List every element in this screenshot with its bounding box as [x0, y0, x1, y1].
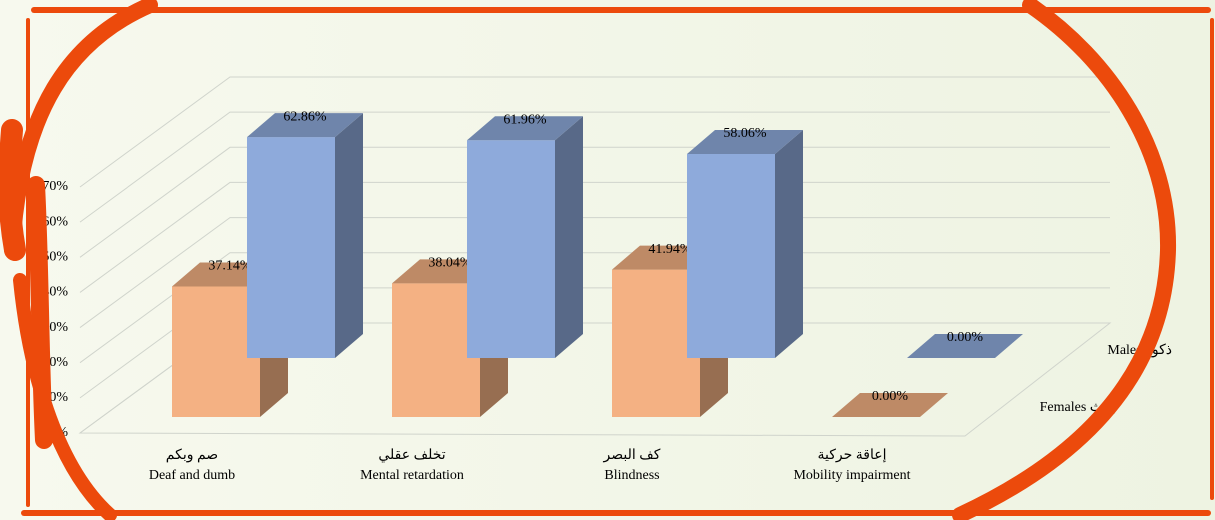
bar-front [687, 153, 775, 358]
bar-front [612, 269, 700, 417]
bar-top [467, 116, 583, 141]
grid-line [79, 146, 1110, 258]
grid-line [79, 111, 1110, 223]
x-tick-label: Blindness [604, 468, 659, 483]
x-tick-label: Mobility impairment [793, 468, 910, 483]
grid-line [79, 252, 1110, 364]
grid-line [79, 76, 1110, 188]
bar-top [832, 393, 948, 417]
bar-front [392, 283, 480, 417]
bar-top [907, 334, 1023, 358]
bar-front [172, 286, 260, 417]
x-tick-label-ar: صم وبكم [166, 448, 218, 463]
x-tick-label-ar: إعاقة حركية [818, 448, 887, 463]
value-label: 41.94% [648, 242, 692, 257]
value-label: 61.96% [503, 112, 547, 127]
x-tick-label-ar: كف البصر [603, 448, 661, 463]
bar [832, 393, 948, 417]
value-label: 37.14% [208, 259, 252, 274]
bar-front [467, 140, 555, 358]
bar-top [247, 113, 363, 138]
x-tick-label-ar: تخلف عقلي [378, 448, 445, 463]
bar [467, 116, 583, 359]
x-tick-label: Mental retardation [360, 468, 464, 483]
grid-line [79, 217, 1110, 328]
value-label: 62.86% [283, 109, 327, 124]
x-tick-label: Deaf and dumb [149, 468, 235, 483]
value-label: 58.06% [723, 126, 767, 141]
bar-side [775, 129, 803, 358]
grid-line [79, 181, 1110, 293]
bar-top [687, 129, 803, 154]
value-label: 38.04% [428, 256, 472, 271]
bar [247, 113, 363, 358]
plot-area: 0%10%20%30%40%50%60%70%37.14% 38.04%41.94… [42, 76, 1172, 483]
bar-side [335, 113, 363, 358]
bar [907, 334, 1023, 358]
bar-front [247, 137, 335, 358]
value-label: 0.00% [947, 330, 984, 345]
y-tick-label: 50% [42, 250, 68, 265]
bar-side [555, 116, 583, 359]
value-label: 0.00% [872, 389, 909, 404]
bar [687, 129, 803, 358]
y-tick-label: 70% [42, 179, 68, 194]
y-tick-label: 60% [42, 214, 68, 229]
y-tick-label: 40% [42, 285, 68, 300]
